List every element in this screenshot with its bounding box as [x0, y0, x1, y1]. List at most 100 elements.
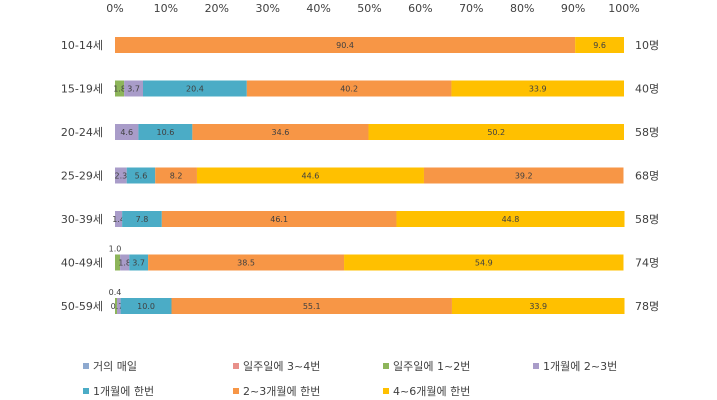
data-label: 46.1 [270, 215, 288, 224]
count-label: 40명 [635, 83, 659, 96]
bar-segment [129, 254, 149, 271]
bar-segment [155, 167, 197, 184]
category-label: 25-29세 [61, 170, 103, 183]
category-label: 50-59세 [61, 300, 103, 313]
legend-swatch [383, 388, 389, 394]
bar-segment [161, 211, 397, 227]
data-label: 3.7 [127, 85, 140, 94]
bar-segment [115, 254, 121, 271]
count-label: 58명 [635, 126, 659, 139]
data-label: 39.2 [515, 172, 533, 181]
x-tick-label: 20% [205, 2, 229, 15]
data-label: 90.4 [336, 41, 354, 50]
x-tick-label: 100% [608, 2, 639, 15]
bar-segment [171, 298, 452, 314]
bar-segment [115, 298, 118, 314]
legend-label: 2~3개월에 한번 [243, 385, 320, 398]
data-label: 1.4 [112, 215, 125, 224]
x-tick-label: 10% [154, 2, 178, 15]
x-tick-label: 50% [357, 2, 381, 15]
bar-segment [115, 167, 127, 184]
data-label: 4.6 [120, 128, 133, 137]
legend-swatch [383, 363, 389, 369]
data-label: 54.9 [475, 259, 493, 268]
legend: 거의 매일 일주일에 3~4번 일주일에 1~2번 1개월에 2~3번 1개월에 한번 2… [83, 359, 617, 398]
count-labels: 10명 40명 58명 68명 58명 74명 78명 [635, 39, 659, 313]
bar-segment [148, 254, 345, 271]
legend-swatch [83, 388, 89, 394]
data-label: 0.4 [109, 288, 122, 297]
data-label: 0.7 [111, 302, 124, 311]
count-label: 74명 [635, 257, 659, 270]
data-label: 44.6 [302, 172, 320, 181]
category-label: 15-19세 [61, 83, 103, 96]
category-label: 40-49세 [61, 257, 103, 270]
legend-label: 1개월에 2~3번 [543, 360, 617, 373]
data-label: 34.6 [272, 128, 290, 137]
bar-segment [344, 254, 624, 271]
bar-segment [575, 37, 624, 53]
data-label: 10.0 [137, 302, 155, 311]
legend-label: 일주일에 3~4번 [243, 359, 320, 373]
legend-label: 거의 매일 [93, 359, 137, 373]
legend-swatch [233, 363, 239, 369]
bar-segment [115, 124, 139, 140]
legend-label: 4~6개월에 한번 [393, 385, 470, 398]
data-label: 44.8 [502, 215, 520, 224]
data-label: 3.7 [132, 259, 145, 268]
category-label: 30-39세 [61, 213, 103, 226]
data-label: 1.0 [109, 245, 122, 254]
bar-segment [115, 80, 125, 97]
bar-segment [122, 211, 162, 227]
bar-segment [115, 211, 123, 227]
bar-segment [120, 254, 130, 271]
data-label: 33.9 [529, 85, 547, 94]
bar-segment [451, 80, 624, 97]
bar-segment [120, 298, 172, 314]
data-label: 9.6 [593, 41, 606, 50]
legend-label: 일주일에 1~2번 [393, 359, 470, 373]
category-label: 10-14세 [61, 39, 103, 52]
bar-segment [126, 167, 156, 184]
bar-segment [396, 211, 625, 227]
data-label: 20.4 [186, 85, 204, 94]
legend-swatch [533, 363, 539, 369]
legend-label: 1개월에 한번 [93, 385, 154, 398]
data-label: 7.8 [136, 215, 149, 224]
x-tick-label: 80% [510, 2, 534, 15]
data-label: 50.2 [487, 128, 505, 137]
count-label: 58명 [635, 213, 659, 226]
data-label: 2.3 [114, 172, 127, 181]
bars: 90.4 9.61.8 3.7 20.4 40.2 33.94.6 10.6 34.6 50.2… [109, 37, 625, 314]
bar-segment [192, 124, 369, 140]
x-tick-label: 90% [561, 2, 585, 15]
bar-segment [142, 80, 247, 97]
legend-swatch [83, 363, 89, 369]
count-label: 10명 [635, 39, 659, 52]
x-axis-ticks: 0% 10% 20% 30% 40% 50% 60% 70% 80% 90% 100% [106, 2, 639, 15]
bar-segment [117, 298, 121, 314]
bar-segment [451, 298, 625, 314]
x-tick-label: 30% [255, 2, 279, 15]
x-tick-label: 60% [408, 2, 432, 15]
data-label: 38.5 [237, 259, 255, 268]
data-label: 1.8 [113, 85, 126, 94]
legend-swatch [233, 388, 239, 394]
data-label: 1.8 [118, 259, 131, 268]
bar-segment [246, 80, 452, 97]
bar-segment [368, 124, 624, 140]
category-labels: 10-14세 15-19세 20-24세 25-29세 30-39세 40-49세 50-5… [61, 39, 103, 313]
count-label: 78명 [635, 300, 659, 313]
data-label: 8.2 [170, 172, 183, 181]
x-tick-label: 40% [306, 2, 330, 15]
bar-segment [115, 37, 576, 53]
data-label: 33.9 [529, 302, 547, 311]
data-label: 55.1 [303, 302, 321, 311]
count-label: 68명 [635, 170, 659, 183]
bar-segment [423, 167, 624, 184]
data-label: 5.6 [135, 172, 148, 181]
bar-segment [124, 80, 143, 97]
data-label: 40.2 [340, 85, 358, 94]
category-label: 20-24세 [61, 126, 103, 139]
